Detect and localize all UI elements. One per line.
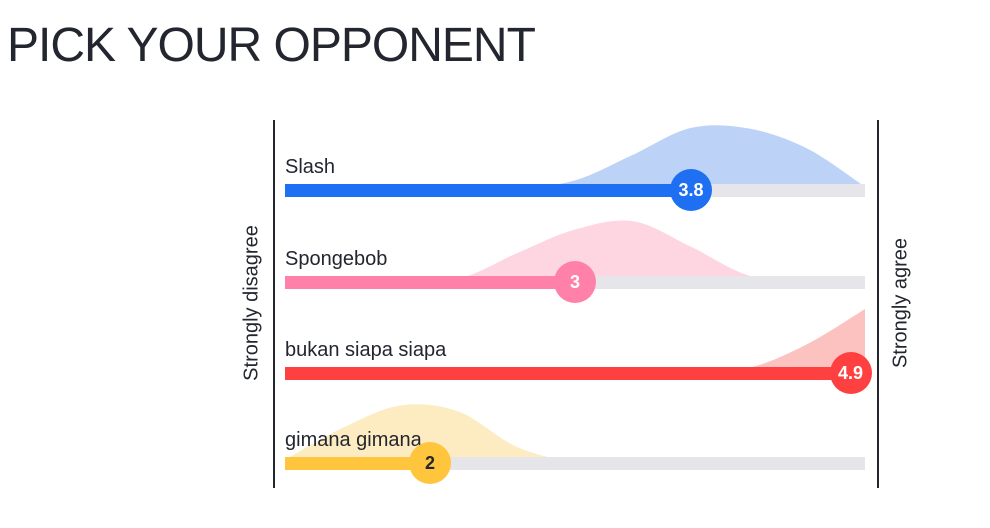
opponent-row-gimana-gimana: gimana gimana 2 <box>285 393 865 484</box>
opponent-row-spongebob: Spongebob 3 <box>285 212 865 303</box>
opinion-distribution-curve <box>285 220 865 282</box>
opponent-row-slash: Slash 3.8 <box>285 120 865 211</box>
rating-slider-fill <box>285 457 430 470</box>
scale-right-label: Strongly agree <box>889 237 912 369</box>
page-title: PICK YOUR OPPONENT <box>7 19 536 72</box>
scale-right-axis-line <box>877 120 879 488</box>
rating-slider-handle[interactable]: 4.9 <box>829 352 872 394</box>
rating-slider-handle[interactable]: 2 <box>409 442 451 484</box>
opponent-list: Slash 3.8 Spongebob 3 bukan siapa siapa … <box>285 0 872 528</box>
rating-slider-fill <box>285 276 575 289</box>
scale-left-axis-line <box>273 120 275 488</box>
opponent-name: Slash <box>285 156 336 178</box>
rating-slider-handle[interactable]: 3.8 <box>670 169 712 211</box>
opponent-name: Spongebob <box>285 248 388 270</box>
rating-slider-fill <box>285 184 691 197</box>
opponent-name: gimana gimana <box>285 429 422 451</box>
rating-slider-handle[interactable]: 3 <box>554 261 596 303</box>
opinion-distribution-curve <box>285 309 865 373</box>
rating-slider-fill <box>285 367 851 380</box>
scale-left-label: Strongly disagree <box>240 225 263 381</box>
opinion-distribution-curve <box>285 125 865 190</box>
opponent-row-bukan-siapa-siapa: bukan siapa siapa 4.9 <box>285 303 872 394</box>
opponent-name: bukan siapa siapa <box>285 339 447 361</box>
